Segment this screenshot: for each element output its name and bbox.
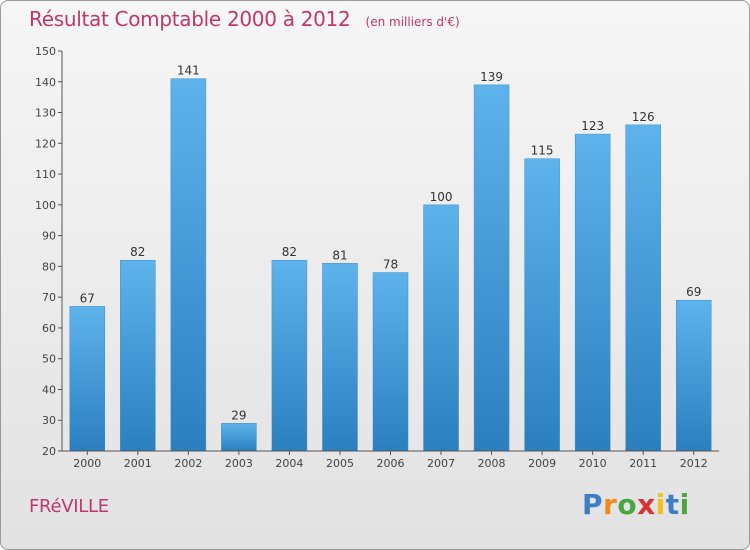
y-tick-label: 90 bbox=[42, 230, 56, 243]
y-tick-label: 130 bbox=[35, 107, 56, 120]
bar-value-label: 78 bbox=[383, 258, 398, 272]
bar-value-label: 81 bbox=[332, 248, 347, 262]
proxiti-logo[interactable]: Proxiti bbox=[582, 488, 690, 521]
y-tick-label: 150 bbox=[35, 45, 56, 58]
y-axis: 20 30 40 50 60 70 80 90 100 110 120 130 140 150 bbox=[35, 45, 63, 458]
x-tick-label: 2003 bbox=[225, 457, 253, 470]
x-tick-label: 2001 bbox=[124, 457, 152, 470]
bar-value-label: 126 bbox=[632, 110, 655, 124]
y-tick-label: 30 bbox=[42, 414, 56, 427]
bar-2006[interactable] bbox=[372, 272, 409, 452]
bar-value-label: 141 bbox=[177, 64, 200, 78]
commune-name: FRéVILLE bbox=[29, 496, 109, 517]
chart-title: Résultat Comptable 2000 à 2012 bbox=[29, 7, 351, 31]
y-tick-label: 40 bbox=[42, 383, 56, 396]
y-tick-label: 120 bbox=[35, 137, 56, 150]
bar-2003[interactable] bbox=[221, 423, 257, 452]
x-tick-label: 2007 bbox=[427, 457, 455, 470]
bar-value-label: 139 bbox=[480, 70, 503, 84]
bar-2000[interactable] bbox=[69, 306, 106, 452]
bar-value-label: 115 bbox=[531, 144, 554, 158]
bar-value-label: 123 bbox=[581, 119, 604, 133]
x-tick-label: 2011 bbox=[629, 457, 657, 470]
logo-letter: x bbox=[637, 488, 656, 521]
logo-letter: t bbox=[665, 488, 680, 521]
x-tick-label: 2004 bbox=[275, 457, 303, 470]
y-tick-label: 80 bbox=[42, 260, 56, 273]
x-tick-label: 2006 bbox=[377, 457, 405, 470]
x-tick-label: 2008 bbox=[478, 457, 506, 470]
bar-2007[interactable] bbox=[423, 204, 459, 452]
y-tick-label: 50 bbox=[42, 353, 56, 366]
bar-2011[interactable] bbox=[625, 124, 661, 452]
bar-2009[interactable] bbox=[524, 158, 560, 452]
y-tick-label: 60 bbox=[42, 322, 56, 335]
bar-value-label: 67 bbox=[80, 291, 95, 305]
logo-letter: i bbox=[655, 488, 666, 521]
y-tick-label: 20 bbox=[42, 445, 56, 458]
logo-letter: r bbox=[603, 488, 618, 521]
bar-2010[interactable] bbox=[574, 133, 611, 452]
logo-letter: P bbox=[582, 488, 604, 521]
bar-value-label: 100 bbox=[430, 190, 453, 204]
bar-value-label: 82 bbox=[282, 245, 297, 259]
bar-2002[interactable] bbox=[170, 78, 207, 452]
x-tick-label: 2005 bbox=[326, 457, 354, 470]
logo-letter: i bbox=[679, 488, 690, 521]
y-tick-label: 70 bbox=[42, 291, 56, 304]
y-tick-label: 110 bbox=[35, 168, 56, 181]
y-tick-label: 140 bbox=[35, 76, 56, 89]
x-axis: 2000 2001 2002 2003 2004 2005 2006 2007 2008 2009… bbox=[62, 450, 719, 470]
bar-value-label: 69 bbox=[686, 285, 701, 299]
x-tick-label: 2010 bbox=[579, 457, 607, 470]
bar-2001[interactable] bbox=[120, 259, 156, 452]
bar-2004[interactable] bbox=[271, 259, 308, 452]
chart-subtitle: (en milliers d'€) bbox=[365, 15, 460, 29]
x-tick-label: 2009 bbox=[528, 457, 556, 470]
bar-2012[interactable] bbox=[675, 299, 712, 452]
bar-value-label: 29 bbox=[231, 408, 246, 422]
bar-2008[interactable] bbox=[473, 84, 510, 452]
x-tick-label: 2012 bbox=[680, 457, 708, 470]
chart-header: Résultat Comptable 2000 à 2012 (en milli… bbox=[29, 7, 460, 31]
x-tick-label: 2002 bbox=[174, 457, 202, 470]
bar-2005[interactable] bbox=[322, 263, 358, 452]
logo-letter: o bbox=[617, 488, 638, 521]
bars: 67 82 141 29 82 81 78 100 139 115 123 126 69 bbox=[69, 64, 712, 452]
x-tick-label: 2000 bbox=[73, 457, 101, 470]
bar-value-label: 82 bbox=[130, 245, 145, 259]
y-tick-label: 100 bbox=[35, 199, 56, 212]
